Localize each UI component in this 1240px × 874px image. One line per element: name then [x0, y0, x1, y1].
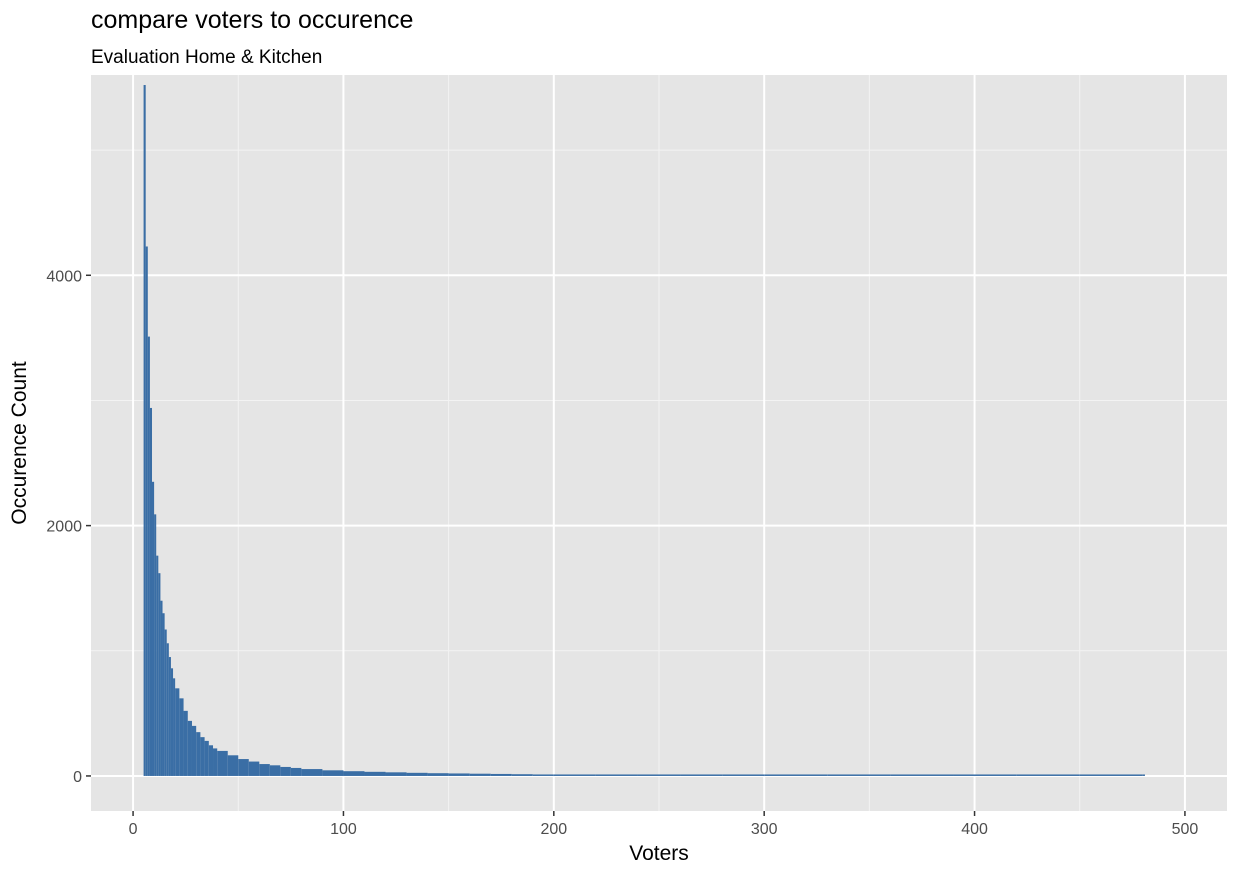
- bar: [204, 740, 209, 776]
- x-tick-label: 200: [540, 821, 567, 838]
- x-tick-label: 500: [1172, 821, 1199, 838]
- bar: [168, 657, 171, 776]
- bar: [322, 770, 344, 776]
- bar: [764, 774, 828, 776]
- bar: [364, 771, 386, 776]
- bar: [343, 771, 365, 776]
- bar: [152, 481, 155, 776]
- bar: [175, 688, 180, 776]
- bar: [427, 773, 449, 776]
- x-tick-label: 400: [961, 821, 988, 838]
- bar: [149, 407, 153, 776]
- x-tick-label: 0: [129, 821, 138, 838]
- x-tick-label: 100: [330, 821, 357, 838]
- bar: [511, 774, 533, 776]
- bar: [166, 643, 169, 776]
- bar: [170, 668, 174, 776]
- bar: [162, 613, 165, 776]
- bar: [227, 755, 239, 776]
- bar: [1016, 774, 1080, 776]
- bar: [217, 750, 228, 776]
- bar: [269, 765, 281, 776]
- bar: [406, 772, 428, 776]
- bar: [187, 720, 192, 776]
- y-axis-title: Occurence Count: [8, 361, 31, 525]
- bar: [164, 629, 167, 776]
- bar: [469, 773, 491, 776]
- bar: [280, 766, 291, 776]
- bar: [1079, 774, 1143, 776]
- bar: [827, 774, 891, 776]
- bar-series: [143, 85, 1145, 776]
- bar: [722, 774, 765, 776]
- bar: [595, 774, 638, 776]
- y-tick-label: 0: [73, 769, 82, 786]
- bar: [208, 745, 214, 776]
- bar: [173, 678, 176, 776]
- bar: [953, 774, 1017, 776]
- bar: [196, 732, 201, 776]
- bar: [553, 774, 596, 776]
- bar: [532, 774, 554, 776]
- x-axis-title: Voters: [629, 842, 689, 865]
- bar: [191, 725, 197, 776]
- bar: [147, 336, 150, 776]
- bar: [248, 761, 260, 776]
- bar: [179, 698, 184, 776]
- bar: [143, 85, 146, 776]
- bar: [490, 773, 512, 776]
- y-tick-label: 4000: [46, 268, 82, 285]
- bar: [156, 555, 159, 776]
- chart-title: compare voters to occurence: [91, 6, 414, 34]
- bar: [290, 767, 302, 776]
- x-axis: 0 100 200 300 400 500: [129, 811, 1199, 838]
- bar: [637, 774, 681, 776]
- bar: [200, 737, 205, 776]
- x-tick-label: 300: [751, 821, 778, 838]
- bar: [259, 764, 270, 776]
- bar: [154, 514, 157, 776]
- bar: [680, 774, 723, 776]
- y-axis: 0 2000 4000: [46, 268, 91, 786]
- bar: [213, 748, 218, 776]
- bar: [145, 246, 148, 776]
- bar: [301, 769, 323, 776]
- bar: [448, 773, 470, 776]
- bar: [158, 573, 161, 776]
- y-tick-label: 2000: [46, 519, 82, 536]
- bar: [183, 710, 188, 776]
- bar: [238, 759, 249, 776]
- chart-subtitle: Evaluation Home & Kitchen: [91, 47, 323, 68]
- bar: [160, 600, 163, 776]
- bar: [385, 772, 407, 776]
- minor-gridlines: [91, 75, 1227, 811]
- bar: [890, 774, 954, 776]
- bar: [1142, 774, 1145, 776]
